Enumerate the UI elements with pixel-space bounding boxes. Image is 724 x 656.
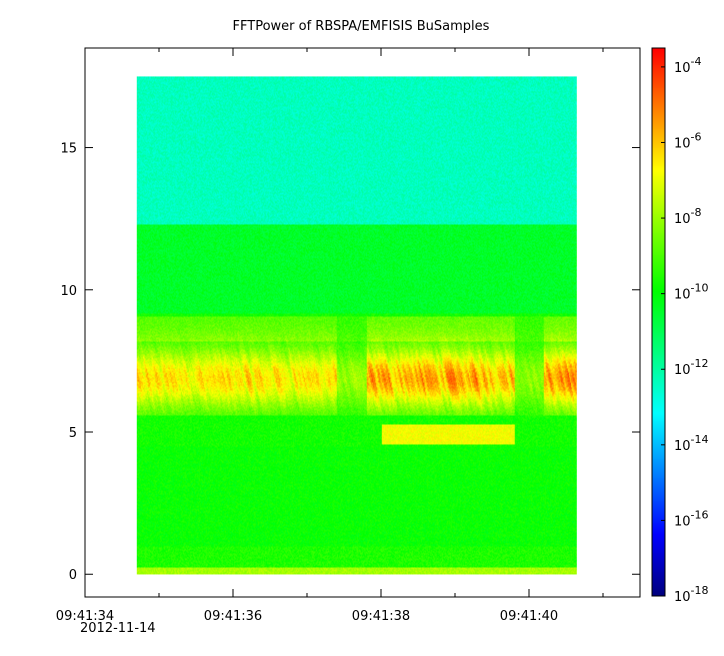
colorbar-tick-exponent: -8: [691, 206, 702, 219]
colorbar-tick-exponent: -14: [691, 433, 709, 446]
spectrogram-image: [136, 76, 577, 575]
colorbar-tick-exponent: -10: [691, 282, 709, 295]
colorbar-tick-exponent: -18: [691, 584, 709, 597]
colorbar-frame: [651, 47, 666, 597]
chart-title: FFTPower of RBSPA/EMFISIS BuSamples: [233, 19, 490, 34]
colorbar-tick-label: 10-14: [674, 433, 709, 454]
colorbar-tick-exponent: -6: [691, 130, 702, 143]
colorbar-tick-exponent: -16: [691, 508, 709, 521]
colorbar-tick-label: 10-4: [674, 55, 702, 76]
colorbar-tick-exponent: -12: [691, 357, 709, 370]
colorbar-tick-label: 10-10: [674, 282, 709, 303]
colorbar-tick-base: 10: [674, 212, 691, 227]
colorbar-tick-base: 10: [674, 288, 691, 303]
colorbar-tick-base: 10: [674, 363, 691, 378]
y-tick-label: 0: [69, 568, 77, 583]
colorbar-tick-label: 10-16: [674, 508, 709, 529]
colorbar-tick-base: 10: [674, 136, 691, 151]
x-tick-label: 09:41:36: [204, 609, 262, 624]
colorbar-tick-base: 10: [674, 439, 691, 454]
colorbar-tick-exponent: -4: [691, 55, 702, 68]
colorbar-tick-base: 10: [674, 61, 691, 76]
plot-area: [84, 47, 641, 598]
y-tick-label: 10: [60, 284, 77, 299]
y-tick-label: 15: [60, 142, 77, 157]
x-tick-label: 09:41:34: [56, 609, 114, 624]
x-date-label: 2012-11-14: [80, 621, 156, 636]
colorbar-tick-label: 10-8: [674, 206, 702, 227]
colorbar-tick-base: 10: [674, 514, 691, 529]
colorbar-tick-label: 10-18: [674, 584, 709, 605]
x-tick-label: 09:41:38: [352, 609, 410, 624]
colorbar-tick-label: 10-12: [674, 357, 709, 378]
colorbar-tick-label: 10-6: [674, 130, 702, 151]
y-axis: 0 5 10 15: [60, 142, 640, 583]
colorbar-image: [652, 48, 665, 596]
x-tick-label: 09:41:40: [500, 609, 558, 624]
y-tick-label: 5: [69, 426, 77, 441]
x-axis: 09:41:34 09:41:36 09:41:38 09:41:40: [56, 48, 604, 624]
colorbar-tick-base: 10: [674, 590, 691, 605]
